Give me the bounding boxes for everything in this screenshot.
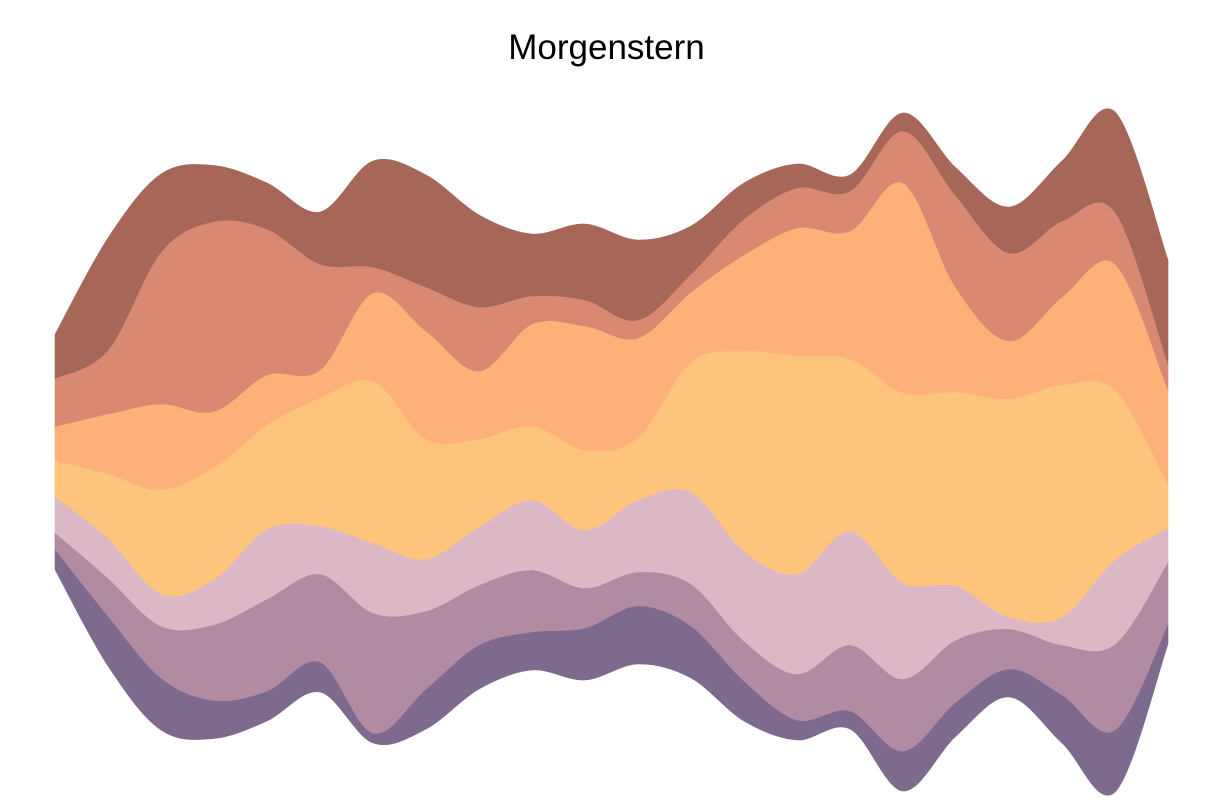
chart-title: Morgenstern bbox=[508, 28, 705, 67]
stream-layer-7 bbox=[54, 108, 1169, 380]
